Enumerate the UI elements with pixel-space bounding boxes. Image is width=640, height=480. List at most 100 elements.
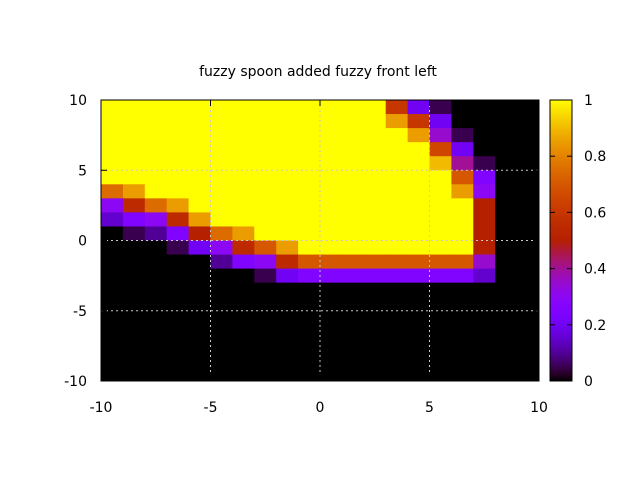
heatmap-cell [429, 212, 452, 227]
heatmap-cell [144, 310, 168, 326]
heatmap-cell [341, 352, 365, 368]
heatmap-cell [101, 338, 124, 354]
heatmap-cell [407, 366, 430, 382]
heatmap-cell [385, 268, 408, 284]
heatmap-cell [363, 296, 387, 312]
heatmap-cell [276, 100, 299, 115]
heatmap-cell [473, 338, 496, 354]
heatmap-cell [320, 352, 343, 368]
heatmap-cell [188, 254, 211, 269]
heatmap-cell [320, 100, 343, 115]
heatmap-cell [429, 352, 452, 368]
heatmap-cell [254, 310, 277, 326]
heatmap-cell [363, 100, 387, 115]
heatmap-cell [407, 142, 430, 157]
heatmap-cell [188, 114, 211, 129]
heatmap-cell [320, 212, 343, 227]
heatmap-cell [232, 254, 255, 269]
heatmap-cell [276, 114, 299, 129]
heatmap-cell [363, 310, 387, 326]
heatmap-cell [166, 240, 189, 255]
heatmap-cell [341, 156, 365, 171]
heatmap-cell [320, 268, 343, 284]
heatmap-cell [451, 268, 474, 284]
heatmap-cell [101, 296, 124, 312]
heatmap-cell [122, 142, 146, 157]
heatmap-cell [166, 352, 189, 368]
heatmap-cell [232, 324, 255, 340]
heatmap-cell [276, 338, 299, 354]
heatmap-cell [451, 212, 474, 227]
heatmap-cell [298, 212, 321, 227]
heatmap-cell [517, 100, 540, 115]
heatmap-cell [276, 184, 299, 199]
heatmap-cell [254, 212, 277, 227]
heatmap-cell [298, 142, 321, 157]
heatmap-cell [298, 226, 321, 241]
heatmap-cell [210, 128, 233, 143]
heatmap-cell [232, 366, 255, 382]
heatmap-cell [429, 114, 452, 129]
heatmap-cell [166, 212, 189, 227]
colorbar-tick-label: 0 [584, 374, 593, 390]
heatmap-cell [232, 226, 255, 241]
heatmap-cell [232, 296, 255, 312]
heatmap-cell [320, 128, 343, 143]
heatmap-cell [495, 226, 518, 241]
heatmap-cell [210, 156, 233, 171]
heatmap-cell [385, 184, 408, 199]
heatmap-cell [232, 240, 255, 255]
heatmap-cell [144, 128, 168, 143]
heatmap-cell [517, 128, 540, 143]
heatmap-cell [451, 282, 474, 298]
heatmap-cell [320, 324, 343, 340]
heatmap-cell [122, 254, 146, 269]
heatmap-cell [407, 254, 430, 269]
heatmap-cell [254, 338, 277, 354]
grid-lines [101, 100, 539, 381]
heatmap-cell [473, 100, 496, 115]
x-tick-label: 0 [316, 400, 325, 416]
heatmap-cell [451, 352, 474, 368]
heatmap-cell [254, 366, 277, 382]
heatmap-cell [341, 240, 365, 255]
heatmap-cell [101, 114, 124, 129]
heatmap-cell [166, 198, 189, 213]
heatmap-cell [407, 268, 430, 284]
heatmap-cell [407, 170, 430, 185]
heatmap-cell [144, 212, 168, 227]
heatmap-cell [254, 156, 277, 171]
heatmap-cell [451, 240, 474, 255]
heatmap-cell [517, 156, 540, 171]
heatmap-cell [473, 128, 496, 143]
heatmap-cell [276, 268, 299, 284]
heatmap-cell [473, 212, 496, 227]
heatmap-cell [517, 240, 540, 255]
heatmap-cell [363, 226, 387, 241]
heatmap-cell [101, 366, 124, 382]
colorbar-tick-label: 1 [584, 93, 593, 109]
heatmap-cell [517, 352, 540, 368]
heatmap-cell [341, 128, 365, 143]
heatmap-cell [122, 310, 146, 326]
heatmap-cell [144, 240, 168, 255]
heatmap-cell [473, 156, 496, 171]
heatmap-cell [495, 198, 518, 213]
heatmap-cell [429, 198, 452, 213]
heatmap-cell [166, 268, 189, 284]
heatmap-cell [210, 184, 233, 199]
heatmap-cell [298, 310, 321, 326]
heatmap-cell [407, 338, 430, 354]
heatmap-cell [298, 268, 321, 284]
heatmap-cell [101, 142, 124, 157]
x-tick-label: -5 [204, 400, 218, 416]
heatmap-cell [210, 170, 233, 185]
heatmap-cell [298, 282, 321, 298]
heatmap-cell [144, 226, 168, 241]
heatmap-cell [320, 170, 343, 185]
heatmap-cell [210, 366, 233, 382]
heatmap-cell [451, 226, 474, 241]
heatmap-cell [276, 310, 299, 326]
heatmap-cell [298, 240, 321, 255]
